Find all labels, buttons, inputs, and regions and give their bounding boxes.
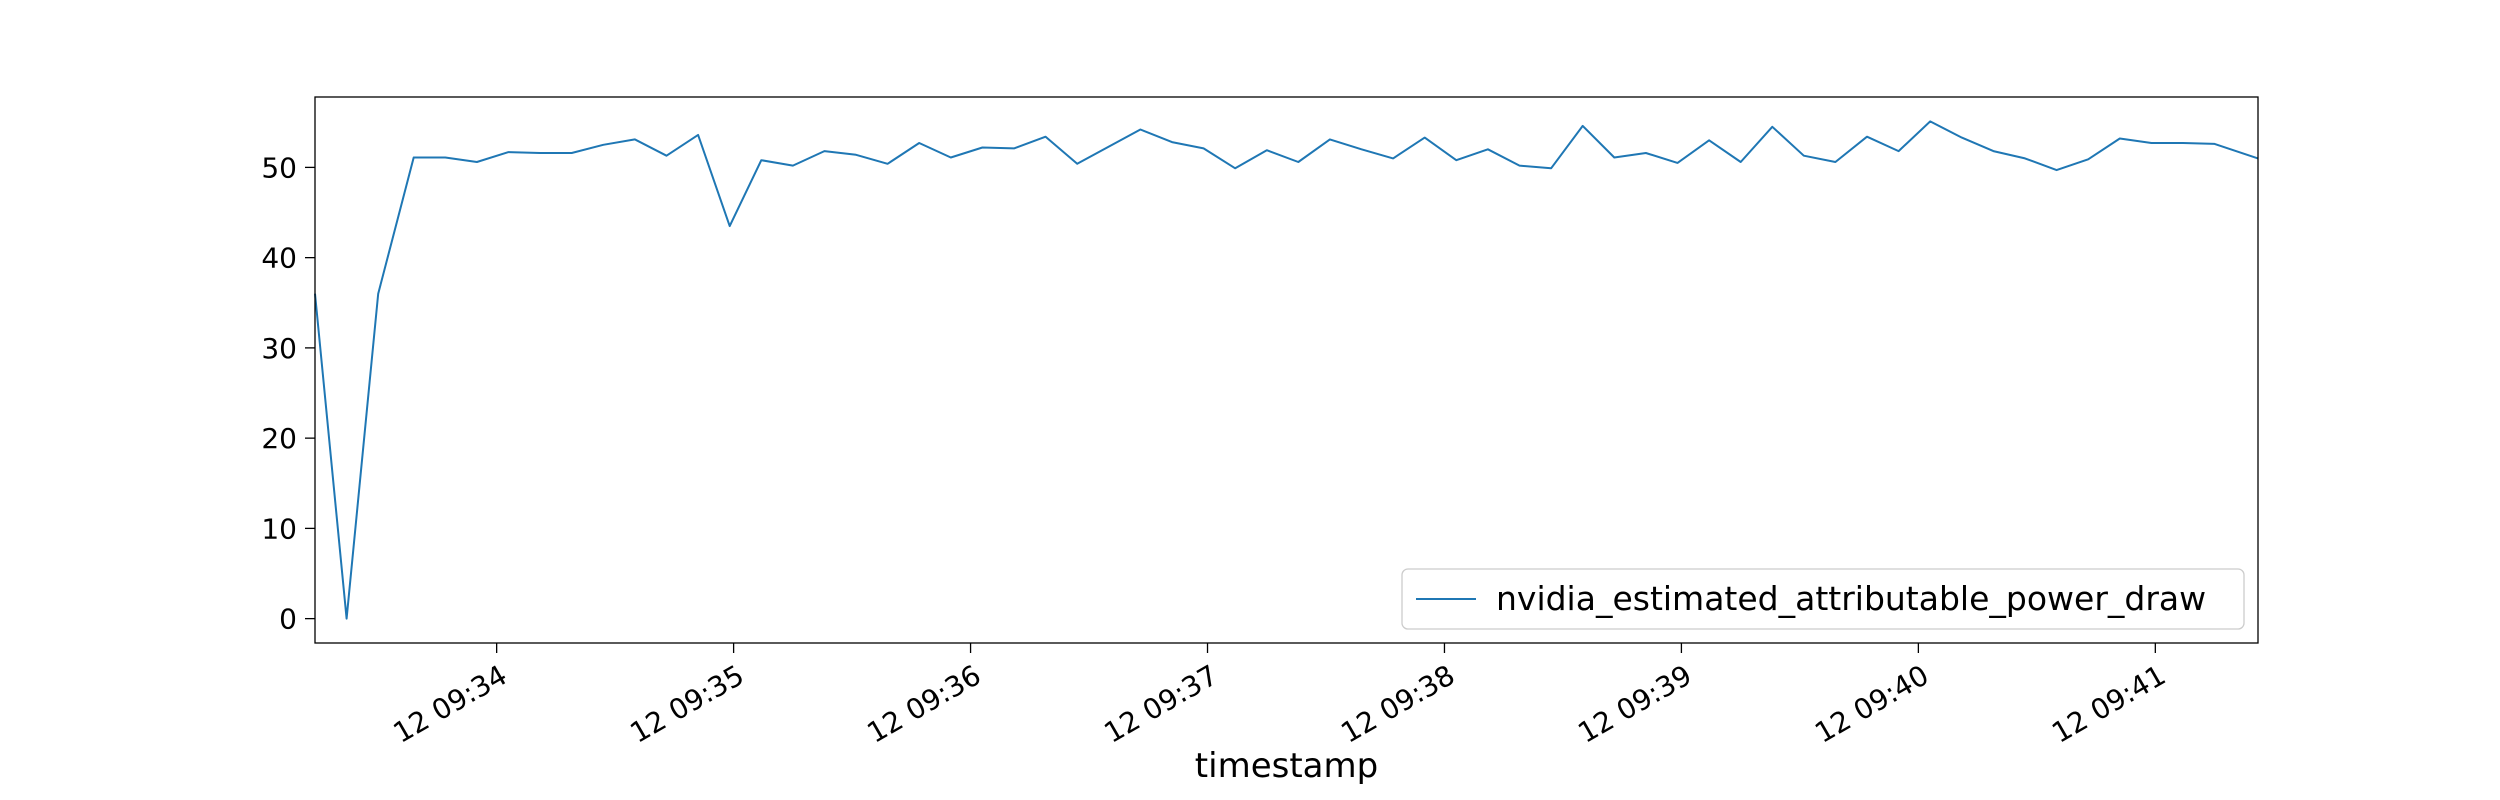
x-tick-label: 12 09:39 [1572, 658, 1697, 749]
y-tick-label: 0 [279, 603, 297, 636]
legend-box [1401, 568, 2245, 630]
x-tick-label: 12 09:38 [1335, 658, 1460, 749]
x-tick-label: 12 09:41 [2046, 658, 2171, 749]
x-tick-label: 12 09:34 [388, 658, 513, 749]
legend-entry-label: nvidia_estimated_attributable_power_draw [1496, 579, 2206, 618]
x-tick-label: 12 09:40 [1809, 658, 1934, 749]
x-tick-label: 12 09:35 [625, 658, 750, 749]
series-layer [314, 120, 2259, 620]
y-tick-label: 10 [261, 512, 297, 545]
x-axis-label: timestamp [1195, 746, 1378, 786]
x-axis-ticks: 12 09:34 12 09:35 12 09:36 12 09:37 12 09:38… [388, 643, 2171, 750]
y-tick-label: 40 [261, 242, 297, 275]
y-axis-ticks: 0 10 20 30 40 50 [261, 151, 315, 636]
x-tick-label: 12 09:36 [862, 658, 987, 749]
plot-area-frame [314, 96, 2259, 644]
series-line [314, 120, 2259, 620]
legend: nvidia_estimated_attributable_power_draw [1401, 568, 2245, 630]
x-tick-label: 12 09:37 [1098, 658, 1223, 749]
y-tick-label: 30 [261, 332, 297, 365]
y-tick-label: 50 [261, 151, 297, 184]
y-tick-label: 20 [261, 422, 297, 455]
